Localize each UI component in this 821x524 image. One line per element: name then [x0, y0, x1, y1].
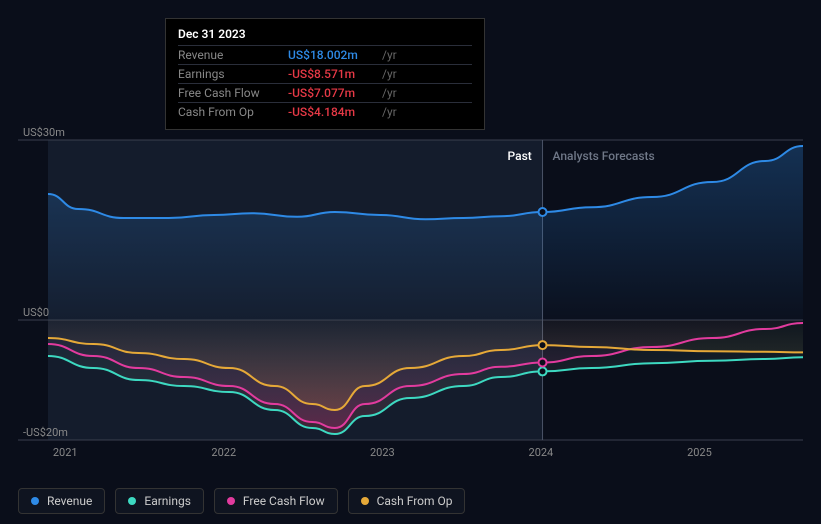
tooltip-metric-value: US$18.002m: [288, 48, 378, 62]
tooltip-row: Earnings -US$8.571m /yr: [178, 64, 472, 83]
tooltip-date: Dec 31 2023: [178, 27, 472, 45]
legend-label: Free Cash Flow: [243, 494, 325, 508]
legend-label: Cash From Op: [377, 494, 453, 508]
tooltip-metric-label: Free Cash Flow: [178, 86, 288, 100]
tooltip-metric-unit: /yr: [382, 67, 397, 81]
chart-legend: Revenue Earnings Free Cash Flow Cash From O…: [18, 488, 465, 514]
tooltip-metric-label: Revenue: [178, 48, 288, 62]
legend-dot-icon: [31, 497, 39, 505]
forecast-label: Analysts Forecasts: [553, 149, 655, 163]
x-axis-label: 2023: [370, 446, 395, 459]
tooltip-metric-label: Earnings: [178, 67, 288, 81]
past-label: Past: [508, 149, 532, 163]
legend-dot-icon: [361, 497, 369, 505]
tooltip-metric-unit: /yr: [382, 86, 397, 100]
tooltip-row: Cash From Op -US$4.184m /yr: [178, 102, 472, 121]
legend-label: Revenue: [47, 494, 92, 508]
x-axis-label: 2021: [53, 446, 78, 459]
legend-item[interactable]: Cash From Op: [348, 488, 466, 514]
x-axis-label: 2025: [687, 446, 712, 459]
tooltip-metric-value: -US$8.571m: [288, 67, 378, 81]
tooltip-metric-value: -US$4.184m: [288, 105, 378, 119]
y-axis-label: US$30m: [23, 126, 65, 139]
x-axis-label: 2024: [529, 446, 554, 459]
chart-tooltip: Dec 31 2023 Revenue US$18.002m /yrEarnin…: [165, 18, 485, 130]
y-axis-label: -US$20m: [23, 426, 68, 439]
tooltip-metric-unit: /yr: [382, 105, 397, 119]
tooltip-metric-unit: /yr: [382, 48, 397, 62]
legend-item[interactable]: Free Cash Flow: [214, 488, 338, 514]
x-axis-label: 2022: [211, 446, 236, 459]
tooltip-row: Revenue US$18.002m /yr: [178, 45, 472, 64]
legend-dot-icon: [128, 497, 136, 505]
legend-dot-icon: [227, 497, 235, 505]
legend-item[interactable]: Earnings: [115, 488, 204, 514]
y-axis-label: US$0: [23, 306, 49, 319]
tooltip-row: Free Cash Flow -US$7.077m /yr: [178, 83, 472, 102]
legend-label: Earnings: [144, 494, 191, 508]
tooltip-metric-label: Cash From Op: [178, 105, 288, 119]
tooltip-metric-value: -US$7.077m: [288, 86, 378, 100]
financial-chart[interactable]: US$30m US$0 -US$20m 2021 2022 2023 2024 2025 P…: [18, 125, 803, 465]
legend-item[interactable]: Revenue: [18, 488, 105, 514]
